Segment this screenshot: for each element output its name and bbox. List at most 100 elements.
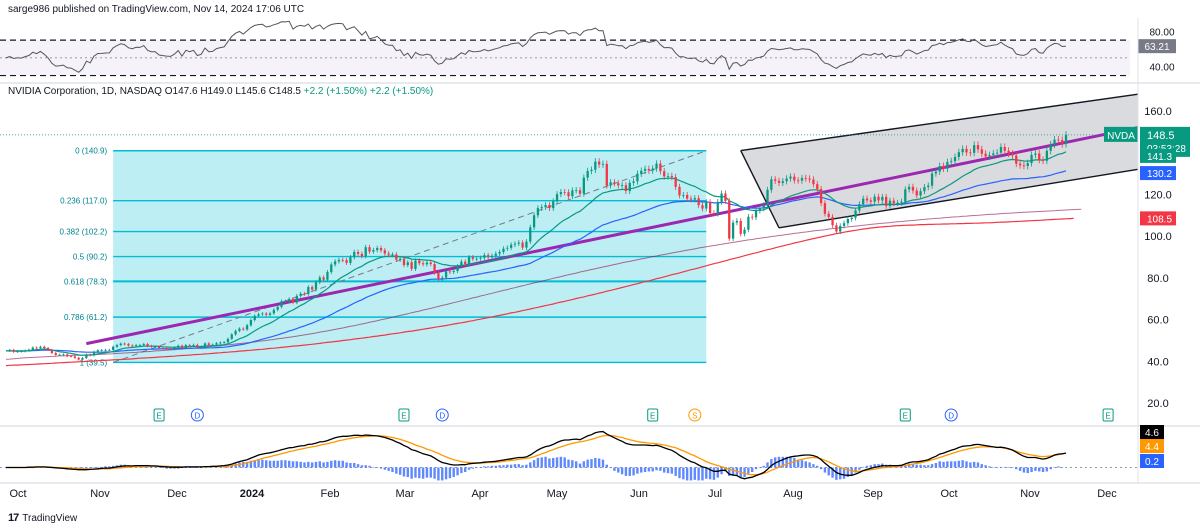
candle-body (701, 205, 704, 209)
macd-histogram-bar (555, 457, 559, 468)
macd-histogram-bar (353, 463, 356, 468)
macd-histogram-bar (624, 467, 628, 476)
macd-histogram-bar (601, 459, 605, 468)
nvda-tag-label: NVDA (1107, 131, 1135, 142)
candle-body (521, 242, 524, 248)
macd-histogram-bar (655, 467, 658, 471)
candle-body (62, 354, 65, 356)
candle-body (961, 148, 964, 153)
macd-histogram-bar (678, 467, 681, 479)
candle-body (900, 201, 903, 203)
macd-histogram-bar (571, 460, 574, 468)
macd-histogram-bar (310, 462, 314, 468)
macd-histogram-bar (494, 465, 498, 468)
macd-histogram-bar (682, 467, 685, 480)
candle-body (134, 345, 138, 346)
candle-body (272, 309, 276, 314)
macd-histogram-bar (529, 462, 532, 468)
macd-histogram-bar (486, 466, 490, 468)
candle-body (104, 349, 107, 351)
dividend-marker (190, 408, 204, 422)
macd-histogram-bar (1049, 467, 1052, 470)
macd-histogram-bar (949, 461, 953, 468)
candle-body (131, 345, 134, 347)
candle-body (245, 325, 249, 330)
candle-body (969, 152, 972, 154)
candle-body (295, 295, 298, 303)
macd-histogram-bar (590, 459, 593, 468)
candle-body (467, 257, 471, 265)
macd-histogram-bar (1053, 466, 1056, 468)
macd-histogram-bar (444, 467, 448, 480)
time-axis-label: Dec (167, 488, 187, 500)
candle-body (785, 178, 788, 182)
candle-body (995, 152, 999, 154)
macd-histogram-bar (249, 460, 253, 468)
event-marker-label: D (948, 412, 954, 421)
candle-body (345, 260, 348, 263)
macd-histogram-bar (265, 460, 268, 468)
candle-body (299, 293, 302, 296)
event-marker-label: E (401, 412, 406, 421)
candle-body (387, 253, 390, 255)
macd-histogram-bar (731, 467, 735, 476)
candle-body (766, 189, 769, 206)
candle-body (1057, 139, 1060, 141)
macd-histogram-bar (483, 466, 486, 468)
candle-body (337, 259, 341, 262)
candle-body (823, 203, 827, 214)
candle-body (200, 346, 203, 348)
candle-body (919, 191, 922, 196)
candle-body (333, 261, 337, 265)
candle-body (915, 190, 918, 196)
candle-body (276, 306, 279, 310)
event-marker-label: D (194, 412, 200, 421)
macd-histogram-bar (257, 459, 260, 468)
candle-body (789, 176, 792, 179)
publish-header: sarge986 published on TradingView.com, N… (8, 4, 305, 15)
macd-histogram-bar (314, 461, 318, 468)
candle-body (81, 358, 84, 360)
candle-body (1030, 154, 1033, 164)
candle-body (613, 182, 616, 184)
candle-body (238, 328, 241, 331)
rsi-value-label: 63.21 (1144, 42, 1169, 53)
macd-histogram-bar (532, 460, 536, 468)
fib-trend-dashed-line (112, 150, 707, 363)
candle-body (376, 248, 379, 251)
candle-body (253, 315, 256, 321)
tradingview-logo-icon: 17 (8, 512, 19, 524)
macd-histogram-bar (609, 467, 612, 469)
macd-histogram-bar (177, 467, 180, 469)
candle-body (946, 162, 949, 169)
macd-histogram-bar (464, 467, 467, 472)
candle-body (460, 261, 463, 267)
macd-line (6, 430, 1067, 480)
macd-histogram-bar (280, 460, 283, 468)
macd-histogram-bar (762, 465, 765, 468)
macd-histogram-bar (915, 464, 918, 468)
last-price-label: 148.5 (1147, 130, 1175, 142)
macd-histogram-bar (777, 456, 781, 468)
symbol-name: NVIDIA Corporation, 1D, NASDAQ (8, 86, 162, 97)
macd-histogram-bar (751, 467, 754, 472)
macd-histogram-bar (877, 464, 880, 468)
candle-body (234, 330, 237, 335)
macd-histogram-bar (919, 464, 922, 468)
macd-histogram-bar (567, 459, 570, 468)
candle-body (980, 149, 983, 154)
candle-body (180, 345, 184, 349)
macd-histogram-bar (108, 466, 111, 468)
candle-body (177, 345, 180, 348)
candle-body (636, 173, 639, 182)
candle-body (731, 222, 735, 239)
candle-body (410, 262, 413, 269)
macd-histogram-bar (513, 464, 517, 468)
macd-histogram-bar (976, 462, 980, 468)
macd-histogram-bar (647, 467, 651, 472)
time-axis-label: Feb (321, 488, 340, 500)
ma-value-box (1140, 211, 1176, 226)
candle-body (20, 351, 23, 353)
candle-body (708, 202, 712, 213)
